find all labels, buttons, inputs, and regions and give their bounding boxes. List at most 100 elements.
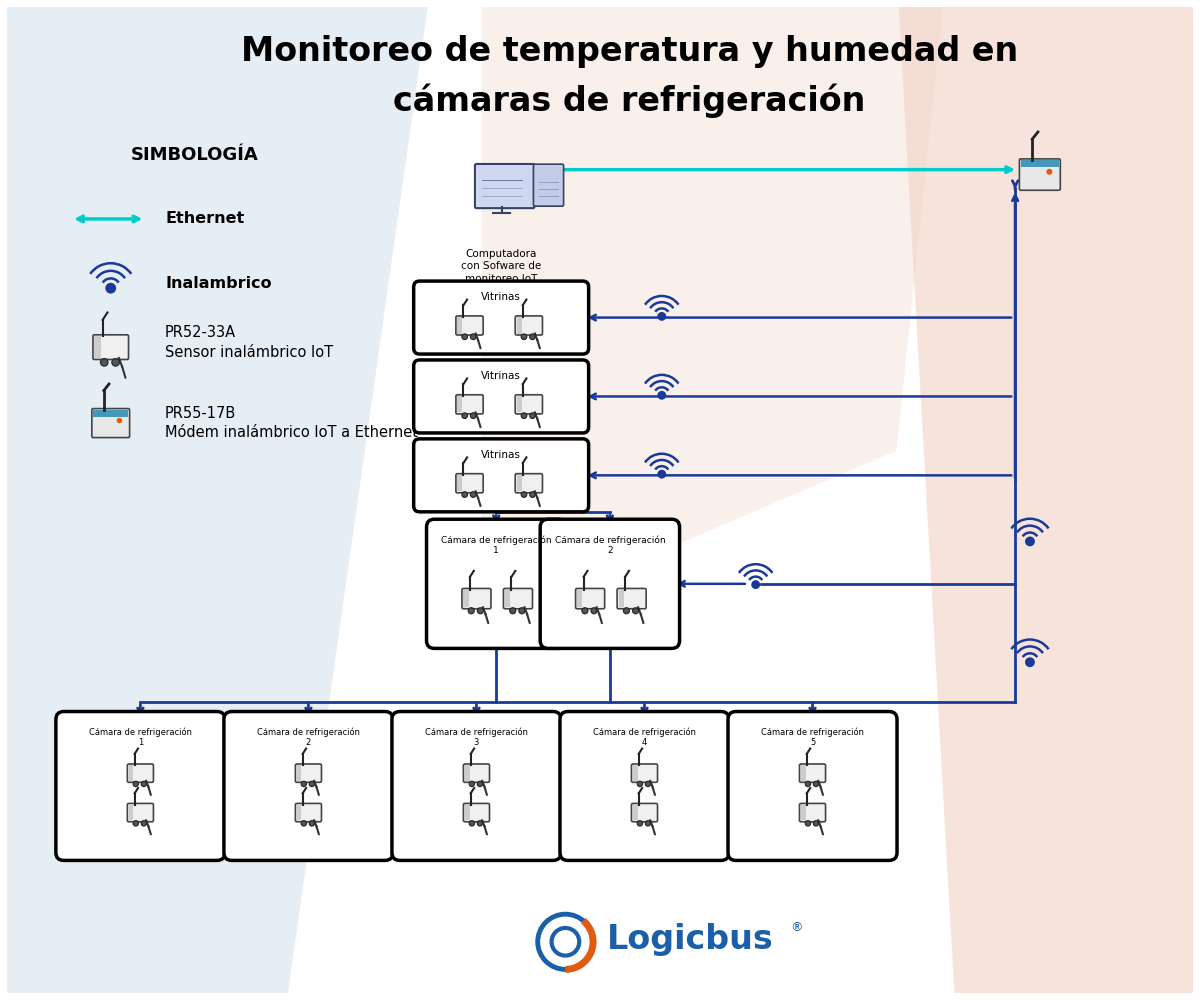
Circle shape (468, 608, 474, 614)
Circle shape (1046, 169, 1052, 175)
FancyBboxPatch shape (560, 712, 728, 860)
Circle shape (623, 608, 630, 614)
FancyBboxPatch shape (463, 803, 490, 822)
FancyBboxPatch shape (540, 519, 679, 648)
Bar (128, 765, 133, 781)
Circle shape (518, 608, 524, 614)
Circle shape (101, 359, 108, 366)
FancyBboxPatch shape (576, 588, 605, 609)
FancyBboxPatch shape (456, 395, 484, 414)
Circle shape (521, 492, 527, 497)
Circle shape (478, 781, 482, 787)
Bar (95, 336, 101, 358)
FancyBboxPatch shape (515, 474, 542, 493)
FancyBboxPatch shape (799, 803, 826, 822)
Circle shape (478, 608, 484, 614)
Bar (517, 317, 522, 334)
FancyBboxPatch shape (426, 519, 566, 648)
Circle shape (658, 391, 666, 400)
Text: PR55-17B
Módem inalámbrico IoT a Ethernet: PR55-17B Módem inalámbrico IoT a Etherne… (166, 406, 418, 440)
Circle shape (142, 781, 146, 787)
Circle shape (510, 608, 516, 614)
FancyBboxPatch shape (1019, 159, 1061, 190)
FancyBboxPatch shape (224, 712, 392, 860)
Circle shape (637, 821, 642, 826)
Circle shape (805, 821, 810, 826)
Circle shape (590, 608, 598, 614)
FancyBboxPatch shape (127, 764, 154, 782)
Bar (463, 590, 469, 607)
Circle shape (1025, 536, 1034, 546)
Circle shape (133, 781, 138, 787)
Circle shape (469, 821, 474, 826)
Circle shape (521, 334, 527, 340)
FancyBboxPatch shape (515, 316, 542, 335)
Circle shape (805, 781, 810, 787)
Bar (128, 805, 133, 820)
Text: Inalambrico: Inalambrico (166, 276, 271, 291)
FancyBboxPatch shape (463, 764, 490, 782)
Text: cámaras de refrigeración: cámaras de refrigeración (394, 83, 866, 118)
FancyBboxPatch shape (92, 335, 128, 359)
Circle shape (529, 413, 535, 418)
Circle shape (462, 334, 468, 340)
Text: Ethernet: Ethernet (166, 211, 245, 226)
Text: Cámara de refrigeración
1: Cámara de refrigeración 1 (440, 535, 552, 555)
Polygon shape (0, 0, 432, 1000)
Bar (618, 590, 624, 607)
FancyBboxPatch shape (414, 360, 589, 433)
Circle shape (529, 492, 535, 497)
Circle shape (462, 492, 468, 497)
FancyBboxPatch shape (92, 409, 130, 438)
FancyBboxPatch shape (456, 316, 484, 335)
Circle shape (646, 821, 650, 826)
FancyBboxPatch shape (414, 281, 589, 354)
Text: Monitoreo de temperatura y humedad en: Monitoreo de temperatura y humedad en (241, 35, 1019, 68)
Text: ®: ® (790, 921, 803, 934)
FancyBboxPatch shape (56, 712, 224, 860)
Circle shape (310, 781, 314, 787)
Bar (800, 765, 805, 781)
Text: Cámara de refrigeración
4: Cámara de refrigeración 4 (593, 727, 696, 747)
Bar (800, 805, 805, 820)
Circle shape (470, 413, 476, 418)
Circle shape (646, 781, 650, 787)
Text: Logicbus: Logicbus (607, 923, 774, 956)
Circle shape (658, 470, 666, 479)
Text: Computadora
con Sofware de
monitoreo IoT
SCADA: Computadora con Sofware de monitoreo IoT… (461, 249, 541, 297)
Bar (296, 805, 301, 820)
FancyBboxPatch shape (295, 803, 322, 822)
Text: Vitrinas: Vitrinas (481, 450, 521, 460)
Bar (296, 765, 301, 781)
FancyBboxPatch shape (515, 395, 542, 414)
Circle shape (142, 821, 146, 826)
Circle shape (470, 492, 476, 497)
Bar (457, 396, 462, 412)
Circle shape (116, 418, 122, 423)
Text: SIMBOLOGÍA: SIMBOLOGÍA (131, 146, 258, 164)
Text: Cámara de refrigeración
1: Cámara de refrigeración 1 (89, 727, 192, 747)
Circle shape (462, 413, 468, 418)
Circle shape (133, 821, 138, 826)
Text: Cámara de refrigeración
3: Cámara de refrigeración 3 (425, 727, 528, 747)
Circle shape (582, 608, 588, 614)
FancyBboxPatch shape (799, 764, 826, 782)
Bar (464, 805, 469, 820)
FancyBboxPatch shape (475, 164, 534, 208)
Circle shape (814, 781, 818, 787)
Circle shape (751, 580, 760, 589)
FancyBboxPatch shape (617, 588, 646, 609)
Text: PR52-33A
Sensor inalámbrico IoT: PR52-33A Sensor inalámbrico IoT (166, 325, 334, 360)
Circle shape (632, 608, 638, 614)
FancyBboxPatch shape (462, 588, 491, 609)
FancyBboxPatch shape (728, 712, 898, 860)
Bar (457, 317, 462, 334)
Text: Vitrinas: Vitrinas (481, 292, 521, 302)
Circle shape (658, 312, 666, 321)
FancyBboxPatch shape (534, 164, 564, 206)
Bar (632, 765, 637, 781)
Polygon shape (896, 0, 1200, 1000)
FancyBboxPatch shape (631, 803, 658, 822)
Bar (505, 590, 510, 607)
Circle shape (814, 821, 818, 826)
